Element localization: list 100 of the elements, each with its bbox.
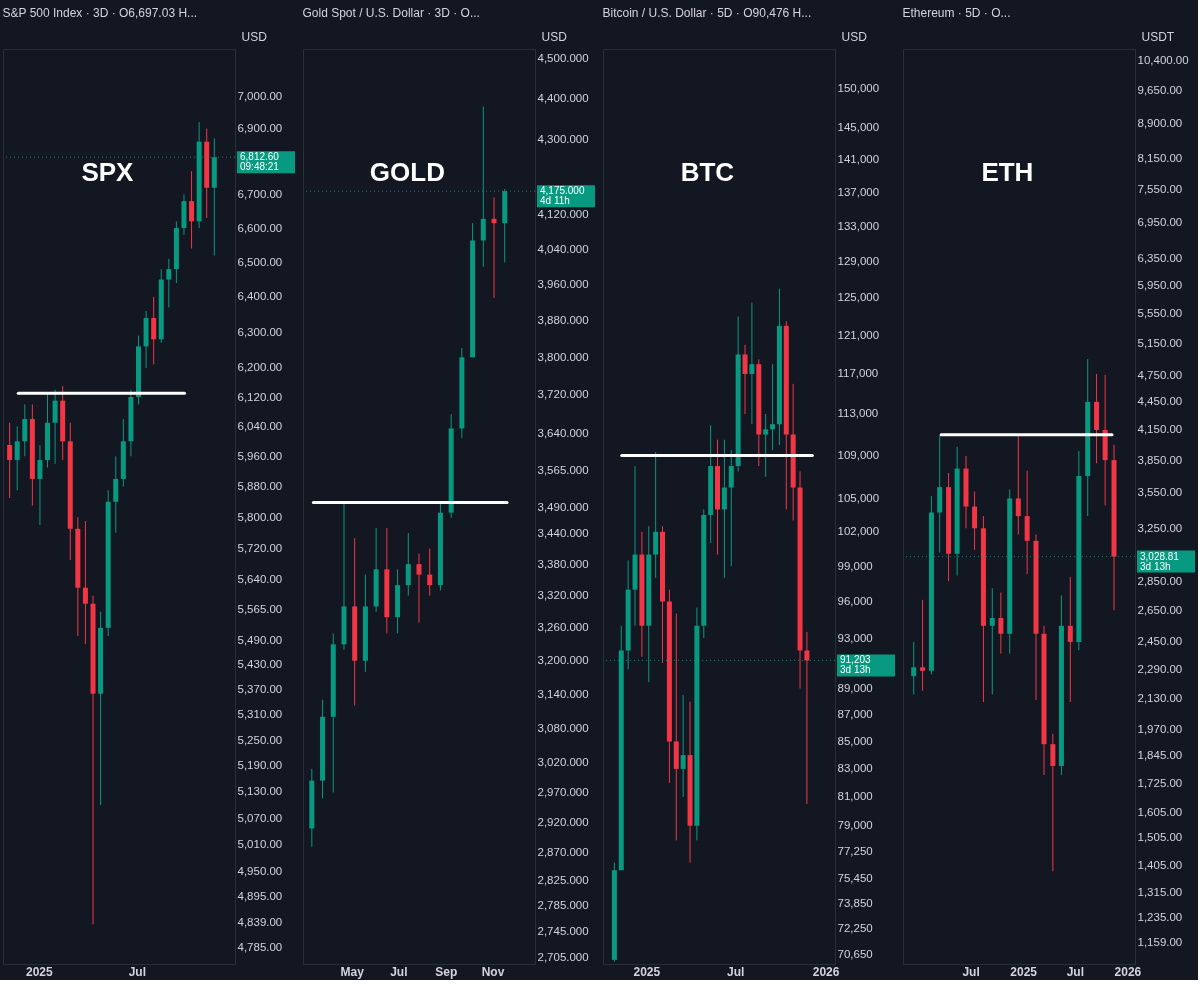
candlestick <box>989 587 995 695</box>
y-tick-label: 141,000 <box>837 152 880 165</box>
candlestick <box>166 258 172 308</box>
x-tick-label: 2026 <box>812 964 840 979</box>
y-tick-label: 5,800.00 <box>237 510 283 523</box>
y-tick-label: 5,250.00 <box>237 733 283 746</box>
y-tick-label: 70,650 <box>837 947 873 960</box>
y-tick-label: 125,000 <box>837 291 880 304</box>
candlestick <box>37 444 43 526</box>
candlestick <box>673 613 679 841</box>
y-tick-label: 5,010.00 <box>237 838 283 851</box>
candlestick <box>1050 733 1056 872</box>
candlestick <box>804 631 810 805</box>
x-tick-label: Jul <box>390 964 408 979</box>
y-tick-label: 4,895.00 <box>237 890 283 903</box>
y-tick-label: 4,750.00 <box>1137 369 1183 382</box>
y-tick-label: 5,130.00 <box>237 785 283 798</box>
y-tick-label: 1,315.00 <box>1137 885 1183 898</box>
y-tick-label: 2,450.00 <box>1137 635 1183 648</box>
ref-line-label: 3,028.81 <box>1140 550 1180 562</box>
chart-title: Ethereum · 5D · O... <box>902 6 1011 20</box>
y-tick-label: 4,500.000 <box>537 52 589 65</box>
candlestick <box>911 641 917 695</box>
x-tick-label: 2025 <box>26 964 54 979</box>
candlestick <box>14 425 20 491</box>
x-tick-label: Nov <box>481 964 505 979</box>
y-tick-label: 93,000 <box>837 631 873 644</box>
y-tick-label: 4,300.000 <box>537 132 589 145</box>
y-tick-label: 3,440.000 <box>537 526 589 539</box>
x-tick-label: May <box>340 964 365 979</box>
y-tick-label: 3,320.000 <box>537 589 589 602</box>
y-tick-label: 6,950.00 <box>1137 216 1183 229</box>
candlestick <box>998 592 1004 655</box>
y-tick-label: 2,130.00 <box>1137 691 1183 704</box>
y-tick-label: 4,120.000 <box>537 208 589 221</box>
ref-line-label: 6,812.60 <box>240 151 280 163</box>
y-tick-label: 3,140.000 <box>537 687 589 700</box>
y-tick-label: 6,040.00 <box>237 419 283 432</box>
y-tick-label: 117,000 <box>837 367 879 380</box>
y-tick-label: 5,370.00 <box>237 683 283 696</box>
y-tick-label: 89,000 <box>837 682 873 695</box>
x-tick-label: Jul <box>727 964 745 979</box>
y-tick-label: 2,850.00 <box>1137 574 1183 587</box>
candlestick <box>749 302 755 425</box>
y-tick-label: 3,200.000 <box>537 654 589 667</box>
y-tick-label: 2,705.000 <box>537 950 589 963</box>
y-tick-label: 72,250 <box>837 921 873 934</box>
y-tick-label: 2,785.000 <box>537 899 589 912</box>
y-tick-label: 85,000 <box>837 735 873 747</box>
text: 4d 11h <box>540 195 570 207</box>
y-tick-label: 1,605.00 <box>1137 805 1183 818</box>
y-tick-label: 105,000 <box>837 491 880 504</box>
y-tick-label: 109,000 <box>837 448 880 461</box>
y-axis-title: USD <box>541 29 568 44</box>
y-tick-label: 7,000.00 <box>237 89 283 102</box>
candlestick <box>770 363 776 451</box>
y-tick-label: 3,640.000 <box>537 426 589 439</box>
x-tick-label: 2025 <box>1010 964 1038 979</box>
candlestick <box>7 422 13 499</box>
y-tick-label: 6,700.00 <box>237 187 283 200</box>
y-tick-label: 5,640.00 <box>237 573 283 586</box>
ref-line-label: 4,175.000 <box>540 185 585 197</box>
y-tick-label: 113,000 <box>837 407 879 420</box>
candlestick <box>416 553 422 624</box>
y-tick-label: 5,070.00 <box>237 811 283 824</box>
y-tick-label: 1,725.00 <box>1137 776 1183 789</box>
y-tick-label: 2,825.000 <box>537 874 589 887</box>
y-tick-label: 1,970.00 <box>1137 723 1183 736</box>
y-tick-label: 5,565.00 <box>237 603 283 616</box>
candlestick <box>405 532 411 597</box>
y-tick-label: 3,550.00 <box>1137 486 1183 499</box>
annotation: ETH <box>981 156 1034 187</box>
y-tick-label: 1,159.00 <box>1137 936 1183 949</box>
y-tick-label: 3,800.000 <box>537 350 589 363</box>
y-tick-label: 3,020.000 <box>537 756 589 769</box>
y-tick-label: 87,000 <box>837 708 873 721</box>
y-tick-label: 3,880.000 <box>537 314 589 327</box>
y-tick-label: 6,900.00 <box>237 122 283 135</box>
text: 09:48:21 <box>240 161 280 173</box>
annotation: GOLD <box>369 156 445 187</box>
y-tick-label: 73,850 <box>837 896 873 909</box>
chart-title: Bitcoin / U.S. Dollar · 5D · O90,476 H... <box>602 6 812 20</box>
candlestick <box>920 599 926 692</box>
x-tick-label: 2025 <box>633 964 661 979</box>
candlestick <box>972 491 978 551</box>
y-tick-label: 3,250.00 <box>1137 521 1183 534</box>
candlestick <box>427 548 433 597</box>
y-tick-label: 1,405.00 <box>1137 859 1183 872</box>
y-axis-title: USD <box>841 29 868 44</box>
y-tick-label: 6,400.00 <box>237 290 283 303</box>
x-tick-label: 2026 <box>1114 964 1142 979</box>
candlestick <box>82 520 88 645</box>
x-tick-label: Jul <box>1066 964 1085 979</box>
y-tick-label: 4,839.00 <box>237 915 283 928</box>
y-tick-label: 1,845.00 <box>1137 749 1183 762</box>
annotation: SPX <box>81 156 135 187</box>
y-tick-label: 77,250 <box>837 844 873 857</box>
text: 3d 13h <box>840 664 871 676</box>
y-tick-label: 6,600.00 <box>237 221 283 234</box>
y-tick-label: 5,430.00 <box>237 658 283 671</box>
